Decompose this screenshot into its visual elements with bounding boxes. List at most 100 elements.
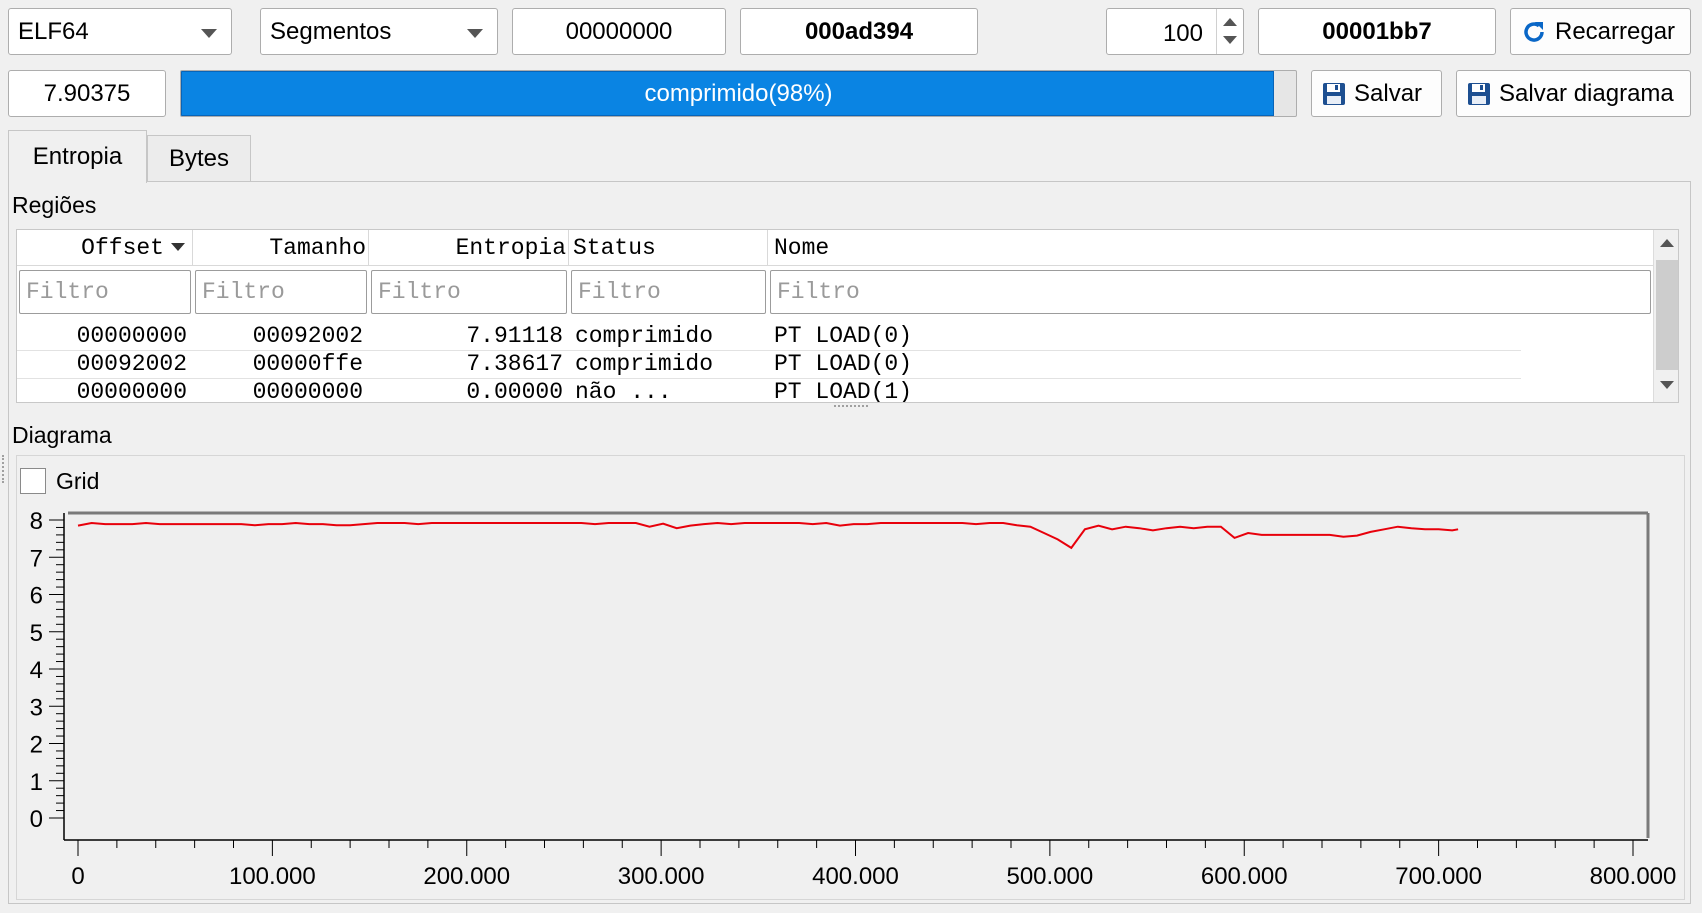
y-tick-label: 8: [30, 508, 43, 535]
column-header-nome-label: Nome: [774, 235, 830, 261]
diagram-panel: Grid 0 1 2 3 4 5 6 7 8 0 100.000 200.000 300.000 400.…: [16, 455, 1685, 900]
y-tick-label: 7: [30, 545, 43, 572]
reload-button[interactable]: Recarregar: [1510, 8, 1691, 55]
grid-checkbox[interactable]: [20, 468, 46, 494]
entropy-chart: 0 1 2 3 4 5 6 7 8 0 100.000 200.000 300.000 400.000 50…: [30, 508, 1677, 890]
cell-status: não ...: [575, 379, 672, 403]
floppy-disk-icon: [1323, 82, 1345, 105]
x-tick-label: 400.000: [812, 863, 899, 890]
cell-offset: 00000000: [76, 379, 187, 403]
save-diagram-button[interactable]: Salvar diagrama: [1456, 70, 1691, 117]
cell-nome: PT LOAD(1): [774, 379, 913, 403]
cell-tamanho: 00000ffe: [252, 351, 363, 377]
entropy-progress-bar: comprimido(98%): [180, 70, 1297, 117]
spin-buttons: [1216, 9, 1243, 54]
offset-field[interactable]: 00000000: [512, 8, 726, 55]
entropy-series-line: [77, 521, 1459, 550]
cell-entropia: 7.38617: [466, 351, 563, 377]
cell-nome: PT LOAD(0): [774, 351, 913, 377]
block-size-spinbox[interactable]: 100: [1106, 8, 1244, 55]
table-row[interactable]: 00000000 00000000 0.00000 não ... PT LOA…: [17, 378, 1521, 403]
y-tick-label: 5: [30, 620, 43, 647]
mode-combobox[interactable]: Segmentos: [260, 8, 498, 55]
y-tick-label: 1: [30, 769, 43, 796]
filter-status-input[interactable]: Filtro: [571, 270, 766, 314]
format-value: ELF64: [18, 17, 89, 45]
column-header-tamanho[interactable]: Tamanho: [193, 230, 369, 266]
progress-text: comprimido(98%): [644, 79, 833, 107]
mode-value: Segmentos: [270, 17, 392, 45]
grid-label: Grid: [56, 468, 100, 494]
splitter-handle[interactable]: [834, 405, 868, 409]
table-row[interactable]: 00092002 00000ffe 7.38617 comprimido PT …: [17, 350, 1521, 379]
progress-fill: [181, 71, 1274, 116]
offset-value: 00000000: [565, 17, 673, 45]
size-value: 000ad394: [804, 17, 914, 45]
filter-nome-input[interactable]: Filtro: [770, 270, 1651, 314]
diagram-title: Diagrama: [12, 422, 112, 448]
column-header-entropia-label: Entropia: [455, 235, 566, 261]
entropy-total-field: 7.90375: [8, 70, 166, 117]
filter-tamanho-input[interactable]: Filtro: [195, 270, 367, 314]
tab-entropia[interactable]: Entropia: [8, 130, 147, 183]
spin-up-icon[interactable]: [1223, 18, 1237, 26]
column-header-nome[interactable]: Nome: [768, 230, 1653, 266]
table-row[interactable]: 00000000 00092002 7.91118 comprimido PT …: [17, 322, 1521, 351]
x-tick-label: 100.000: [229, 863, 316, 890]
cell-status: comprimido: [575, 323, 714, 349]
filter-entropia-input[interactable]: Filtro: [371, 270, 567, 314]
chevron-down-icon: [467, 29, 483, 38]
x-tick-label: 200.000: [423, 863, 510, 890]
column-header-status-label: Status: [573, 235, 656, 261]
x-tick-label: 0: [71, 863, 84, 890]
scroll-down-icon[interactable]: [1660, 381, 1674, 389]
cell-tamanho: 00000000: [252, 379, 363, 403]
x-tick-label: 800.000: [1590, 863, 1677, 890]
column-header-offset-label: Offset: [81, 235, 164, 261]
count-field[interactable]: 00001bb7: [1258, 8, 1496, 55]
cell-entropia: 7.91118: [466, 323, 563, 349]
format-combobox[interactable]: ELF64: [8, 8, 232, 55]
save-button[interactable]: Salvar: [1311, 70, 1442, 117]
sort-descending-icon: [171, 243, 185, 251]
column-header-entropia[interactable]: Entropia: [369, 230, 569, 266]
x-tick-label: 700.000: [1395, 863, 1482, 890]
tab-entropia-label: Entropia: [32, 143, 123, 170]
scrollbar-thumb[interactable]: [1656, 260, 1678, 370]
cell-entropia: 0.00000: [466, 379, 563, 403]
spin-down-icon[interactable]: [1223, 36, 1237, 44]
y-tick-label: 4: [30, 657, 43, 684]
cell-offset: 00000000: [76, 323, 187, 349]
chevron-down-icon: [201, 29, 217, 38]
vertical-scrollbar[interactable]: [1653, 230, 1678, 402]
column-header-tamanho-label: Tamanho: [269, 235, 366, 261]
cell-nome: PT LOAD(0): [774, 323, 913, 349]
column-header-status[interactable]: Status: [569, 230, 768, 266]
filter-offset-input[interactable]: Filtro: [19, 270, 191, 314]
x-tick-label: 300.000: [618, 863, 705, 890]
y-tick-label: 2: [30, 732, 43, 759]
plot-area: [68, 512, 1648, 838]
tab-bytes-label: Bytes: [168, 144, 230, 172]
save-label: Salvar: [1354, 79, 1423, 107]
reload-icon: [1524, 21, 1544, 42]
regions-table[interactable]: Offset Tamanho Entropia Status Nome Filt…: [16, 229, 1679, 403]
regions-title: Regiões: [12, 192, 97, 218]
column-header-offset[interactable]: Offset: [17, 230, 193, 266]
entropy-total-value: 7.90375: [43, 79, 131, 107]
tab-bytes[interactable]: Bytes: [147, 135, 251, 181]
cell-status: comprimido: [575, 351, 714, 377]
y-tick-label: 0: [30, 806, 43, 833]
x-tick-label: 500.000: [1006, 863, 1093, 890]
cell-tamanho: 00092002: [252, 323, 363, 349]
x-tick-label: 600.000: [1201, 863, 1288, 890]
y-tick-label: 6: [30, 583, 43, 610]
size-field[interactable]: 000ad394: [740, 8, 978, 55]
y-tick-label: 3: [30, 694, 43, 721]
scroll-up-icon[interactable]: [1660, 239, 1674, 247]
left-splitter-handle[interactable]: [2, 455, 5, 483]
save-diagram-label: Salvar diagrama: [1499, 79, 1674, 107]
table-header: Offset Tamanho Entropia Status Nome: [17, 230, 1653, 266]
cell-offset: 00092002: [76, 351, 187, 377]
reload-label: Recarregar: [1555, 17, 1676, 45]
